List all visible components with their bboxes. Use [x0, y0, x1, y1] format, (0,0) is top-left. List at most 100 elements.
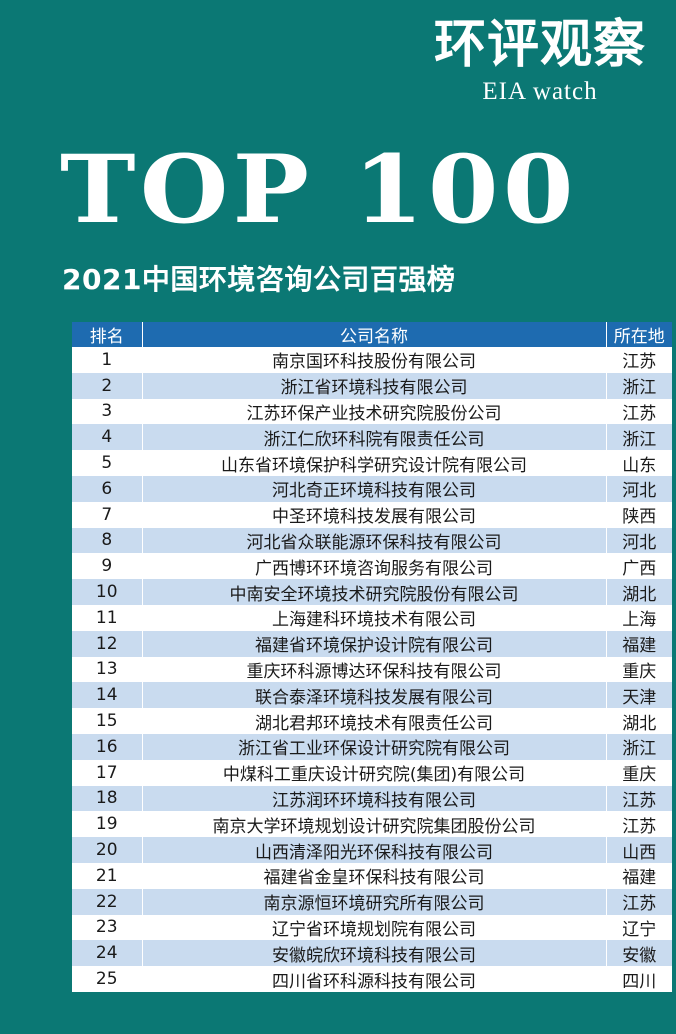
location-cell: 河北 — [606, 475, 672, 502]
rank-cell: 20 — [72, 837, 143, 863]
rank-cell: 15 — [72, 708, 143, 734]
table-row: 6 河北奇正环境科技有限公司 河北 — [72, 475, 672, 502]
ranking-table-container: 排名 公司名称 所在地 1 南京国环科技股份有限公司 江苏 2 浙江省环境科技有限公司浙… — [72, 322, 672, 992]
table-row: 13 重庆环科源博达环保科技有限公司 重庆 — [72, 656, 672, 683]
rank-cell: 9 — [72, 553, 143, 580]
brand-name-cn: 环评观察 — [433, 14, 646, 75]
location-cell: 江苏 — [606, 785, 672, 812]
company-name-cell: 浙江省环境科技有限公司 — [142, 372, 607, 399]
rank-cell: 21 — [72, 862, 143, 889]
company-name-cell: 浙江省工业环保设计研究院有限公司 — [142, 733, 607, 760]
table-row: 23 辽宁省环境规划院有限公司 辽宁 — [72, 914, 672, 941]
location-cell: 浙江 — [606, 733, 672, 760]
rank-cell: 19 — [72, 811, 143, 838]
location-cell: 江苏 — [606, 888, 672, 915]
table-row: 16 浙江省工业环保设计研究院有限公司 浙江 — [72, 733, 672, 760]
header-location: 所在地 — [606, 322, 672, 347]
location-cell: 浙江 — [606, 424, 672, 451]
rank-cell: 13 — [72, 656, 143, 683]
table-row: 12 福建省环境保护设计院有限公司 福建 — [72, 630, 672, 657]
location-cell: 江苏 — [606, 398, 672, 425]
brand-logo: 环评观察 EIA watch — [420, 14, 660, 106]
location-cell: 浙江 — [606, 372, 672, 399]
company-name-cell: 福建省金皇环保科技有限公司 — [142, 862, 607, 889]
company-name-cell: 南京源恒环境研究所有限公司 — [142, 888, 607, 915]
location-cell: 福建 — [606, 862, 672, 889]
table-row: 1 南京国环科技股份有限公司 江苏 — [72, 347, 672, 373]
location-cell: 广西 — [606, 553, 672, 580]
table-row: 25 四川省环科源科技有限公司 四川 — [72, 966, 672, 992]
location-cell: 江苏 — [606, 347, 672, 373]
company-name-cell: 山东省环境保护科学研究设计院有限公司 — [142, 450, 607, 476]
location-cell: 安徽 — [606, 940, 672, 967]
company-name-cell: 中南安全环境技术研究院股份有限公司 — [142, 579, 607, 605]
rank-cell: 23 — [72, 914, 143, 941]
company-name-cell: 浙江仁欣环科院有限责任公司 — [142, 424, 607, 451]
rank-cell: 5 — [72, 450, 143, 476]
rank-cell: 17 — [72, 759, 143, 786]
rank-cell: 11 — [72, 604, 143, 631]
table-row: 17 中煤科工重庆设计研究院(集团)有限公司 重庆 — [72, 759, 672, 786]
company-name-cell: 联合泰泽环境科技发展有限公司 — [142, 682, 607, 709]
table-row: 20 山西清泽阳光环保科技有限公司 山西 — [72, 837, 672, 863]
rank-cell: 25 — [72, 966, 143, 992]
ranking-table: 排名 公司名称 所在地 1 南京国环科技股份有限公司 江苏 2 浙江省环境科技有限公司浙… — [72, 322, 672, 992]
company-name-cell: 江苏润环环境科技有限公司 — [142, 785, 607, 812]
table-row: 9 广西博环环境咨询服务有限公司 广西 — [72, 553, 672, 580]
brand-name-en: EIA watch — [482, 78, 598, 105]
location-cell: 上海 — [606, 604, 672, 631]
rank-cell: 8 — [72, 527, 143, 554]
table-body: 1 南京国环科技股份有限公司 江苏 2 浙江省环境科技有限公司 浙江 3 江苏环保产业技术研究… — [72, 347, 672, 992]
company-name-cell: 福建省环境保护设计院有限公司 — [142, 630, 607, 657]
table-row: 19 南京大学环境规划设计研究院集团股份公司 江苏 — [72, 811, 672, 838]
headline-top-100: TOP 100 — [60, 135, 578, 245]
table-row: 10 中南安全环境技术研究院股份有限公司 湖北 — [72, 579, 672, 605]
company-name-cell: 中圣环境科技发展有限公司 — [142, 501, 607, 528]
location-cell: 重庆 — [606, 656, 672, 683]
table-row: 22 南京源恒环境研究所有限公司 江苏 — [72, 888, 672, 915]
table-row: 24 安徽皖欣环境科技有限公司 安徽 — [72, 940, 672, 967]
company-name-cell: 河北省众联能源环保科技有限公司 — [142, 527, 607, 554]
location-cell: 陕西 — [606, 501, 672, 528]
company-name-cell: 南京大学环境规划设计研究院集团股份公司 — [142, 811, 607, 838]
company-name-cell: 辽宁省环境规划院有限公司 — [142, 914, 607, 941]
table-row: 21 福建省金皇环保科技有限公司 福建 — [72, 862, 672, 889]
header-rank: 排名 — [72, 322, 143, 347]
ranking-subtitle: 2021中国环境咨询公司百强榜 — [62, 263, 456, 296]
table-row: 15 湖北君邦环境技术有限责任公司 湖北 — [72, 708, 672, 734]
table-row: 14 联合泰泽环境科技发展有限公司 天津 — [72, 682, 672, 709]
company-name-cell: 四川省环科源科技有限公司 — [142, 966, 607, 992]
table-row: 3 江苏环保产业技术研究院股份公司 江苏 — [72, 398, 672, 425]
table-row: 11 上海建科环境技术有限公司 上海 — [72, 604, 672, 631]
rank-cell: 4 — [72, 424, 143, 451]
location-cell: 辽宁 — [606, 914, 672, 941]
rank-cell: 3 — [72, 398, 143, 425]
company-name-cell: 山西清泽阳光环保科技有限公司 — [142, 837, 607, 863]
table-header-row: 排名 公司名称 所在地 — [72, 322, 672, 347]
company-name-cell: 河北奇正环境科技有限公司 — [142, 475, 607, 502]
rank-cell: 1 — [72, 347, 143, 373]
table-row: 7 中圣环境科技发展有限公司 陕西 — [72, 501, 672, 528]
company-name-cell: 南京国环科技股份有限公司 — [142, 347, 607, 373]
table-row: 8 河北省众联能源环保科技有限公司 河北 — [72, 527, 672, 554]
location-cell: 福建 — [606, 630, 672, 657]
company-name-cell: 江苏环保产业技术研究院股份公司 — [142, 398, 607, 425]
company-name-cell: 上海建科环境技术有限公司 — [142, 604, 607, 631]
location-cell: 山东 — [606, 450, 672, 476]
location-cell: 天津 — [606, 682, 672, 709]
company-name-cell: 中煤科工重庆设计研究院(集团)有限公司 — [142, 759, 607, 786]
table-row: 18 江苏润环环境科技有限公司 江苏 — [72, 785, 672, 812]
table-row: 5 山东省环境保护科学研究设计院有限公司 山东 — [72, 450, 672, 476]
rank-cell: 16 — [72, 733, 143, 760]
location-cell: 山西 — [606, 837, 672, 863]
table-row: 4 浙江仁欣环科院有限责任公司 浙江 — [72, 424, 672, 451]
location-cell: 湖北 — [606, 708, 672, 734]
location-cell: 重庆 — [606, 759, 672, 786]
location-cell: 江苏 — [606, 811, 672, 838]
rank-cell: 24 — [72, 940, 143, 967]
table-row: 2 浙江省环境科技有限公司 浙江 — [72, 372, 672, 399]
location-cell: 湖北 — [606, 579, 672, 605]
rank-cell: 18 — [72, 785, 143, 812]
company-name-cell: 安徽皖欣环境科技有限公司 — [142, 940, 607, 967]
rank-cell: 7 — [72, 501, 143, 528]
